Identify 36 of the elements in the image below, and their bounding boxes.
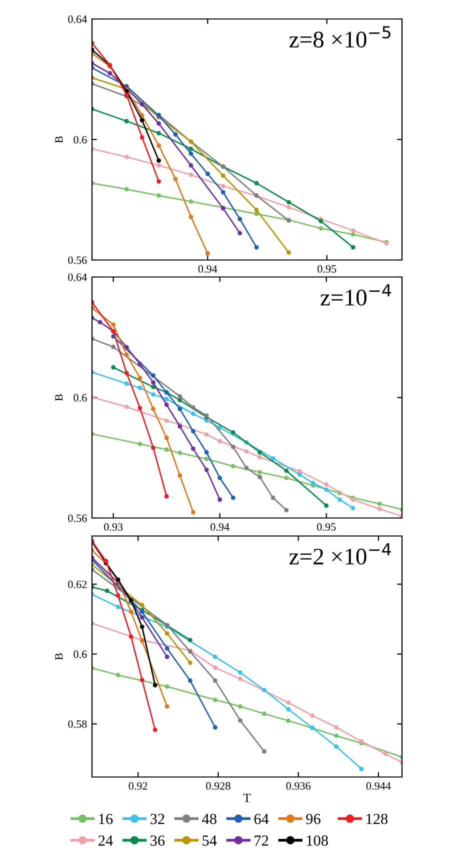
y-tick-label: 0.58 bbox=[68, 720, 87, 728]
x-tick-label: 0.94 bbox=[210, 523, 230, 531]
x-tick-label: 0.95 bbox=[318, 265, 336, 273]
legend-label: 36 bbox=[150, 835, 165, 846]
legend-label: 108 bbox=[306, 835, 328, 846]
x-tick-label: 0.928 bbox=[206, 782, 230, 790]
legend-label: 128 bbox=[366, 814, 388, 824]
y-tick-label: 0.6 bbox=[74, 136, 87, 144]
chart-title: z=2 ×10$^{−4}$ bbox=[289, 543, 391, 565]
y-axis-title: B bbox=[55, 653, 63, 660]
legend-label: 24 bbox=[98, 835, 113, 846]
x-tick-label: 0.94 bbox=[198, 265, 218, 273]
legend-label: 32 bbox=[150, 814, 164, 824]
chart-title: z=10$^{−4}$ bbox=[320, 284, 392, 306]
legend-label: 54 bbox=[202, 836, 217, 846]
legend-label: 64 bbox=[254, 814, 269, 824]
legend-label: 72 bbox=[254, 835, 268, 846]
x-tick-label: 0.92 bbox=[128, 782, 148, 790]
legend-label: 16 bbox=[99, 814, 113, 824]
legend-label: 96 bbox=[306, 814, 320, 824]
x-tick-label: 0.93 bbox=[104, 523, 123, 531]
x-axis-title: T bbox=[243, 794, 251, 802]
y-axis-title: B bbox=[55, 394, 63, 401]
y-tick-label: 0.56 bbox=[68, 256, 87, 264]
y-tick-label: 0.56 bbox=[68, 514, 87, 522]
legend-label: 48 bbox=[202, 814, 216, 824]
y-axis-title: B bbox=[55, 136, 63, 143]
y-tick-label: 0.64 bbox=[68, 273, 87, 282]
y-tick-label: 0.6 bbox=[74, 650, 87, 658]
y-tick-label: 0.62 bbox=[68, 580, 87, 588]
x-tick-label: 0.95 bbox=[317, 523, 336, 531]
x-tick-label: 0.936 bbox=[286, 782, 310, 790]
chart-title: z=8 ×10$^{−5}$ bbox=[289, 26, 390, 48]
y-tick-label: 0.64 bbox=[68, 15, 87, 24]
y-tick-label: 0.6 bbox=[74, 394, 87, 402]
x-tick-label: 0.944 bbox=[366, 782, 391, 790]
